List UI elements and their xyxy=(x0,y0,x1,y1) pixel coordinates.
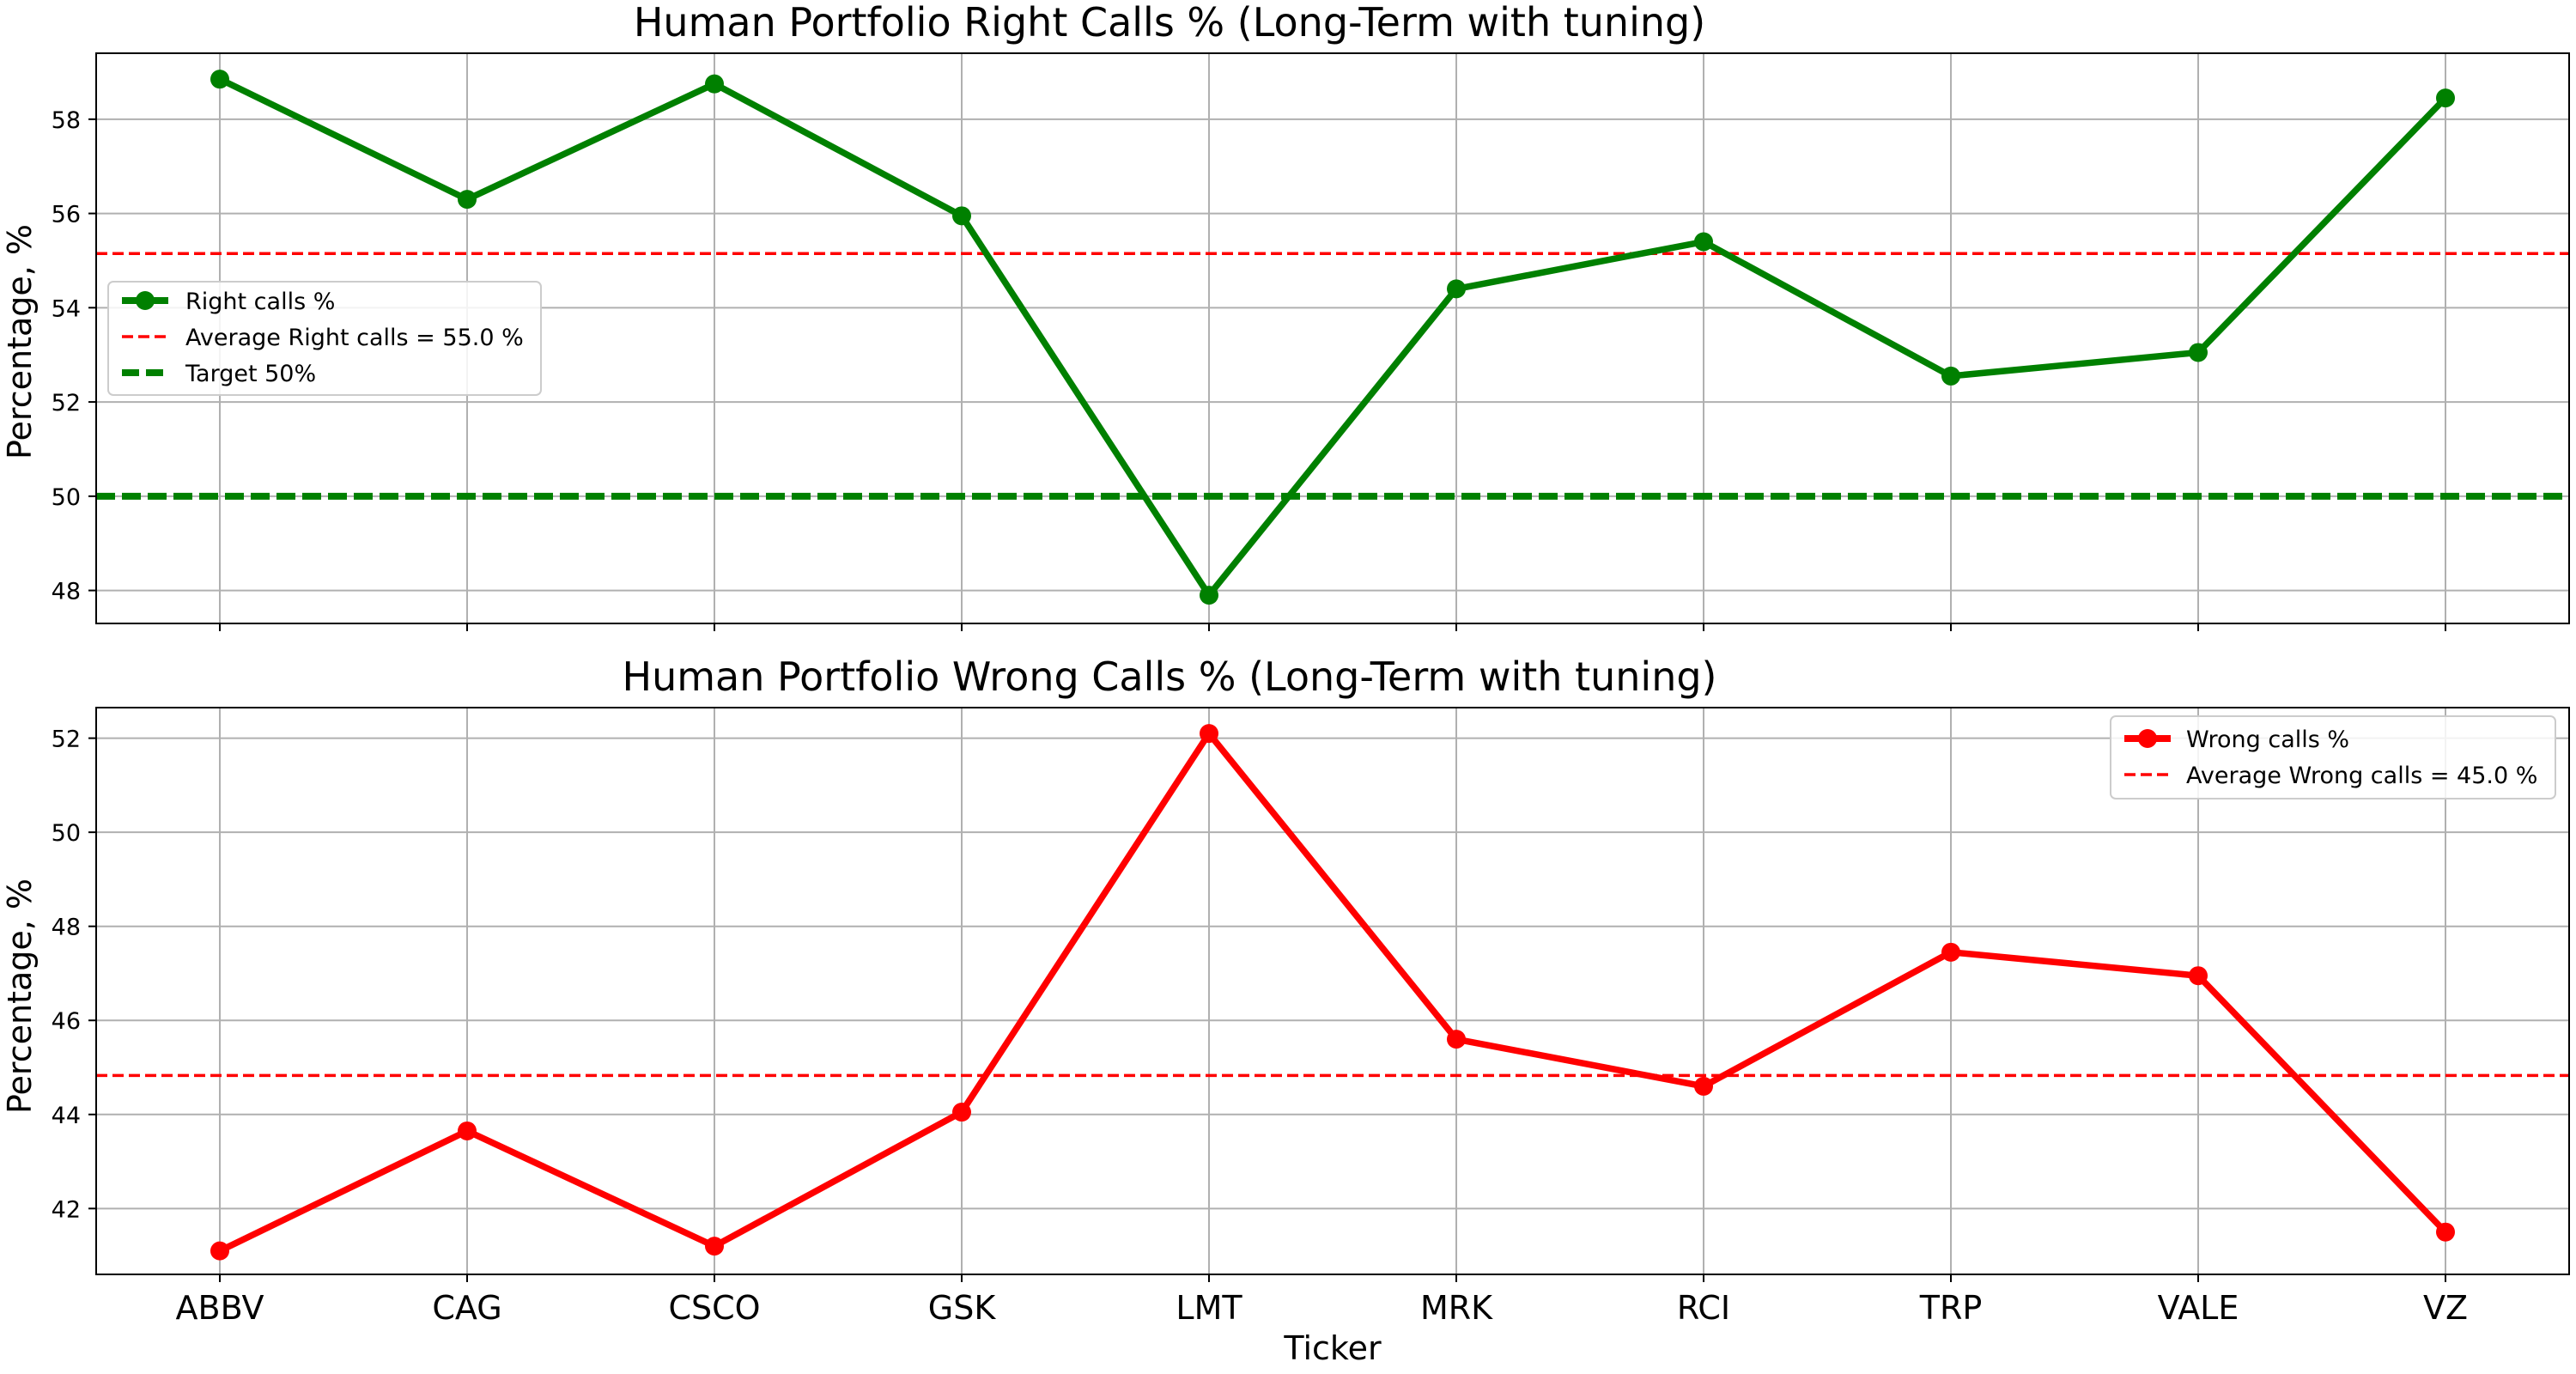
y-ticks: 42 44 46 48 50 52 xyxy=(52,727,96,1223)
data-point xyxy=(705,74,724,94)
y-axis-label: Percentage, % xyxy=(1,879,39,1114)
data-point xyxy=(210,1241,229,1261)
data-point xyxy=(1694,1076,1713,1096)
y-tick-label: 44 xyxy=(52,1103,81,1129)
data-point xyxy=(1200,586,1218,605)
legend-label-average: Average Right calls = 55.0 % xyxy=(185,325,524,351)
x-tick-label: ABBV xyxy=(176,1289,264,1327)
y-axis-label: Percentage, % xyxy=(1,224,39,459)
y-tick-label: 58 xyxy=(52,107,81,134)
x-tick-label: CSCO xyxy=(668,1289,760,1327)
data-point xyxy=(2189,343,2208,362)
y-tick-label: 56 xyxy=(52,202,81,228)
series xyxy=(210,724,2455,1261)
data-point xyxy=(2436,88,2455,108)
x-tick-label: VALE xyxy=(2158,1289,2239,1327)
series-line xyxy=(218,730,2448,1254)
data-point xyxy=(2189,966,2208,986)
data-point xyxy=(1447,1030,1466,1049)
y-tick-label: 46 xyxy=(52,1008,81,1035)
y-ticks: 48 50 52 54 56 58 xyxy=(52,107,96,605)
y-tick-label: 50 xyxy=(52,484,81,511)
x-ticks: ABBV CAG CSCO GSK LMT MRK RCI TRP VALE VZ xyxy=(176,1274,2468,1327)
data-point xyxy=(458,1121,477,1140)
chart-title: Human Portfolio Right Calls % (Long-Term… xyxy=(634,0,1705,46)
y-tick-label: 50 xyxy=(52,820,81,847)
plot-frame xyxy=(95,707,2570,1275)
data-point xyxy=(705,1237,724,1256)
legend-label-wrong-calls: Wrong calls % xyxy=(2186,727,2349,753)
y-tick-label: 52 xyxy=(52,727,81,753)
x-tick-label: RCI xyxy=(1677,1289,1730,1327)
data-point xyxy=(1941,942,1960,962)
legend-marker-wrong-calls xyxy=(2138,729,2157,748)
data-point xyxy=(952,1103,971,1122)
grid xyxy=(96,708,2569,1274)
x-tick-label: LMT xyxy=(1176,1289,1242,1327)
legend-box xyxy=(2110,715,2556,799)
y-tick-label: 52 xyxy=(52,390,81,416)
series-line xyxy=(218,76,2448,599)
y-tick-label: 48 xyxy=(52,579,81,605)
wrong-calls-chart: Human Portfolio Wrong Calls % (Long-Term… xyxy=(1,654,2570,1367)
data-point xyxy=(1694,232,1713,252)
data-point xyxy=(458,190,477,210)
data-point xyxy=(1941,366,1960,386)
x-ticks xyxy=(219,623,2446,631)
legend-label-right-calls: Right calls % xyxy=(185,289,335,315)
plot-frame xyxy=(95,52,2570,624)
data-point xyxy=(2436,1222,2455,1242)
legend: Right calls % Average Right calls = 55.0… xyxy=(107,281,542,396)
legend: Wrong calls % Average Wrong calls = 45.0… xyxy=(2110,715,2556,799)
y-tick-label: 42 xyxy=(52,1196,81,1223)
x-tick-label: CAG xyxy=(432,1289,501,1327)
data-point xyxy=(952,206,971,226)
x-tick-label: TRP xyxy=(1919,1289,1983,1327)
reference-lines xyxy=(96,252,2569,500)
data-point xyxy=(1447,279,1466,299)
legend-box xyxy=(107,281,542,396)
data-point xyxy=(210,70,229,89)
y-tick-label: 48 xyxy=(52,915,81,941)
x-axis-label: Ticker xyxy=(1283,1329,1382,1367)
y-tick-label: 54 xyxy=(52,295,81,322)
legend-label-average: Average Wrong calls = 45.0 % xyxy=(2186,763,2537,789)
x-tick-label: VZ xyxy=(2423,1289,2468,1327)
legend-marker-right-calls xyxy=(136,291,155,310)
chart-title: Human Portfolio Wrong Calls % (Long-Term… xyxy=(623,654,1717,700)
right-calls-chart: Human Portfolio Right Calls % (Long-Term… xyxy=(1,0,2570,631)
x-tick-label: GSK xyxy=(928,1289,997,1327)
x-tick-label: MRK xyxy=(1420,1289,1493,1327)
legend-label-target: Target 50% xyxy=(185,361,316,387)
series xyxy=(210,70,2455,605)
data-point xyxy=(1200,724,1218,744)
